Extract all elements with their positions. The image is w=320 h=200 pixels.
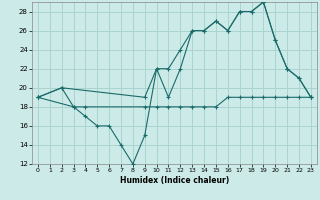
X-axis label: Humidex (Indice chaleur): Humidex (Indice chaleur): [120, 176, 229, 185]
